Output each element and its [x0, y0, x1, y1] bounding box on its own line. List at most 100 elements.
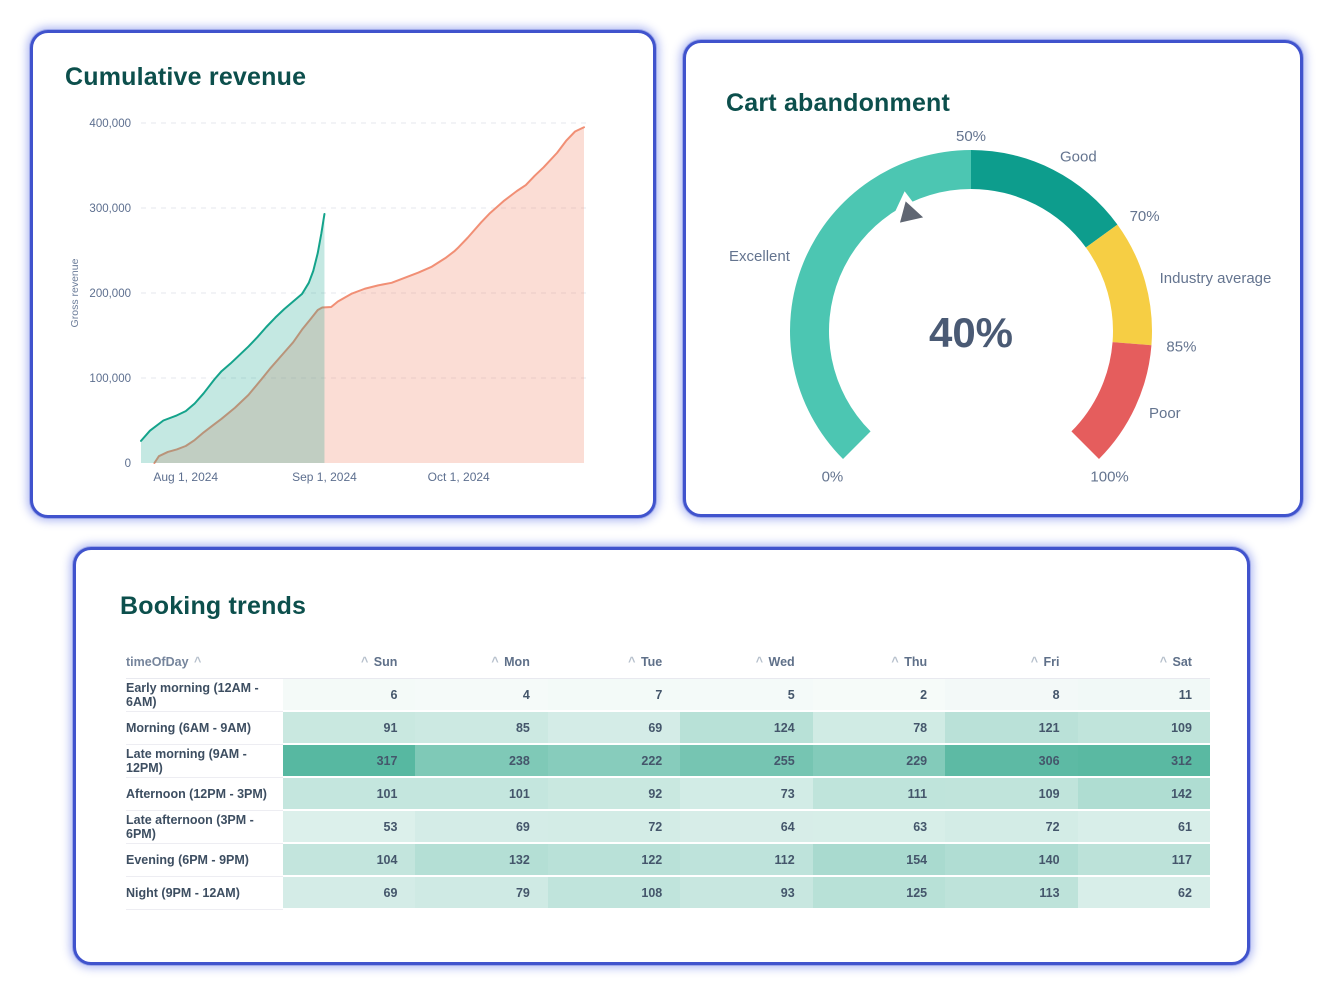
gauge-segment-label-excellent: Excellent — [729, 248, 791, 265]
heatmap-cell: 11 — [1077, 679, 1210, 712]
heatmap-cell: 53 — [283, 811, 416, 844]
area-line-teal — [140, 212, 326, 442]
cumulative-revenue-title: Cumulative revenue — [65, 63, 307, 91]
sort-icon: ^ — [891, 655, 899, 669]
heatmap-cell: 109 — [1077, 712, 1210, 745]
heatmap-cell: 69 — [415, 811, 548, 844]
gauge-tick-label: 85% — [1166, 338, 1196, 355]
heatmap-cell: 7 — [547, 679, 681, 712]
gauge-tick-label: 50% — [956, 128, 986, 145]
heatmap-cell: 8 — [945, 679, 1078, 712]
gauge-tick-label: 0% — [822, 469, 844, 486]
gauge-segment-good — [971, 150, 1118, 248]
heatmap-cell: 125 — [812, 877, 946, 910]
heatmap-cell: 73 — [680, 778, 813, 811]
heatmap-cell: 93 — [680, 877, 813, 910]
x-tick-label: Aug 1, 2024 — [153, 470, 218, 484]
booking-trends-title: Booking trends — [120, 592, 307, 620]
heatmap-cell: 111 — [812, 778, 946, 811]
heatmap-cell: 69 — [547, 712, 681, 745]
booking-trends-table: timeOfDay ^ ^ Sun ^ Mon ^ Tue ^ Wed ^ Thu ^ Fr… — [126, 646, 1210, 910]
heatmap-cell: 63 — [812, 811, 946, 844]
y-tick-label: 400,000 — [89, 118, 131, 130]
column-header-tue[interactable]: ^ Tue — [628, 655, 663, 669]
table-row: Morning (6AM - 9AM) 91 85 69 124 78 121 109 — [126, 712, 1210, 745]
heatmap-cell: 72 — [547, 811, 681, 844]
heatmap-cell: 121 — [945, 712, 1078, 745]
booking-trends-card: Booking trends timeOfDay ^ ^ Sun ^ Mon ^ Tu… — [73, 547, 1250, 965]
heatmap-cell: 132 — [415, 844, 548, 877]
column-header-mon[interactable]: ^ Mon — [491, 655, 530, 669]
y-tick-label: 0 — [125, 458, 131, 470]
heatmap-cell: 312 — [1077, 745, 1210, 778]
gauge-tick-label: 100% — [1090, 469, 1128, 486]
gauge-segment-poor — [1071, 342, 1152, 459]
table-row: Afternoon (12PM - 3PM) 101 101 92 73 111 109 14… — [126, 778, 1210, 811]
gauge-segment-label-poor: Poor — [1149, 405, 1181, 422]
y-tick-label: 100,000 — [89, 373, 131, 385]
sort-icon: ^ — [1030, 655, 1039, 669]
heatmap-cell: 101 — [415, 778, 548, 811]
heatmap-cell: 101 — [283, 778, 416, 811]
heatmap-cell: 122 — [547, 844, 681, 877]
heatmap-cell: 238 — [415, 745, 548, 778]
heatmap-cell: 255 — [680, 745, 813, 778]
heatmap-cell: 104 — [283, 844, 416, 877]
table-header-row: timeOfDay ^ ^ Sun ^ Mon ^ Tue ^ Wed ^ Thu ^ Fr… — [126, 646, 1210, 679]
heatmap-cell: 4 — [415, 679, 548, 712]
heatmap-cell: 113 — [945, 877, 1078, 910]
heatmap-cell: 79 — [415, 877, 548, 910]
column-header-wed[interactable]: ^ Wed — [755, 655, 795, 669]
column-header-sun[interactable]: ^ Sun — [361, 655, 398, 669]
column-header-sat[interactable]: ^ Sat — [1159, 655, 1192, 669]
row-label: Afternoon (12PM - 3PM) — [126, 778, 283, 811]
table-row: Evening (6PM - 9PM) 104 132 122 112 154 140 117 — [126, 844, 1210, 877]
heatmap-cell: 154 — [812, 844, 946, 877]
row-label: Evening (6PM - 9PM) — [126, 844, 283, 877]
gauge-value: 40% — [929, 309, 1013, 356]
column-header-fri[interactable]: ^ Fri — [1030, 655, 1060, 669]
heatmap-cell: 61 — [1077, 811, 1210, 844]
sort-icon: ^ — [194, 655, 202, 669]
heatmap-cell: 85 — [415, 712, 548, 745]
y-axis-label: Gross revenue — [69, 258, 81, 327]
sort-icon: ^ — [755, 655, 764, 669]
gauge-segment-excellent — [790, 150, 971, 459]
gauge-tick-label: 70% — [1130, 208, 1160, 225]
cart-abandonment-card: Cart abandonment 0% 50% 70% 85% 100% Excellen… — [683, 40, 1303, 517]
table-row: Late morning (9AM - 12PM) 317 238 222 255 229… — [126, 745, 1210, 778]
cumulative-revenue-card: Cumulative revenue 0 100,000 200,000 300,00… — [30, 30, 656, 518]
x-tick-label: Sep 1, 2024 — [292, 470, 357, 484]
heatmap-cell: 229 — [812, 745, 946, 778]
heatmap-cell: 69 — [283, 877, 416, 910]
sort-icon: ^ — [628, 655, 636, 669]
heatmap-cell: 112 — [680, 844, 813, 877]
sort-icon: ^ — [491, 655, 499, 669]
heatmap-cell: 62 — [1077, 877, 1210, 910]
heatmap-cell: 5 — [680, 679, 813, 712]
heatmap-cell: 92 — [547, 778, 681, 811]
cart-abandonment-title: Cart abandonment — [726, 89, 951, 117]
row-label: Early morning (12AM - 6AM) — [126, 679, 283, 712]
gauge-segment-industry-average — [1085, 224, 1152, 346]
heatmap-cell: 124 — [680, 712, 813, 745]
heatmap-cell: 109 — [945, 778, 1078, 811]
sort-icon: ^ — [361, 655, 369, 669]
row-label: Morning (6AM - 9AM) — [126, 712, 283, 745]
heatmap-cell: 2 — [812, 679, 946, 712]
column-header-timeofday[interactable]: timeOfDay ^ — [126, 655, 202, 669]
row-label: Night (9PM - 12AM) — [126, 877, 283, 910]
table-row: Night (9PM - 12AM) 69 79 108 93 125 113 62 — [126, 877, 1210, 910]
x-tick-label: Oct 1, 2024 — [428, 470, 490, 484]
y-tick-label: 300,000 — [89, 203, 131, 215]
heatmap-cell: 306 — [945, 745, 1078, 778]
cart-abandonment-gauge: 0% 50% 70% 85% 100% Excellent Good Industry ave… — [729, 128, 1271, 486]
heatmap-cell: 6 — [283, 679, 416, 712]
gauge-segment-label-good: Good — [1060, 148, 1097, 165]
heatmap-cell: 117 — [1077, 844, 1210, 877]
table-row: Early morning (12AM - 6AM) 6 4 7 5 2 8 11 — [126, 679, 1210, 712]
heatmap-cell: 108 — [547, 877, 681, 910]
column-header-thu[interactable]: ^ Thu — [891, 655, 928, 669]
row-label: Late afternoon (3PM - 6PM) — [126, 811, 283, 844]
area-fill-teal — [141, 213, 325, 463]
